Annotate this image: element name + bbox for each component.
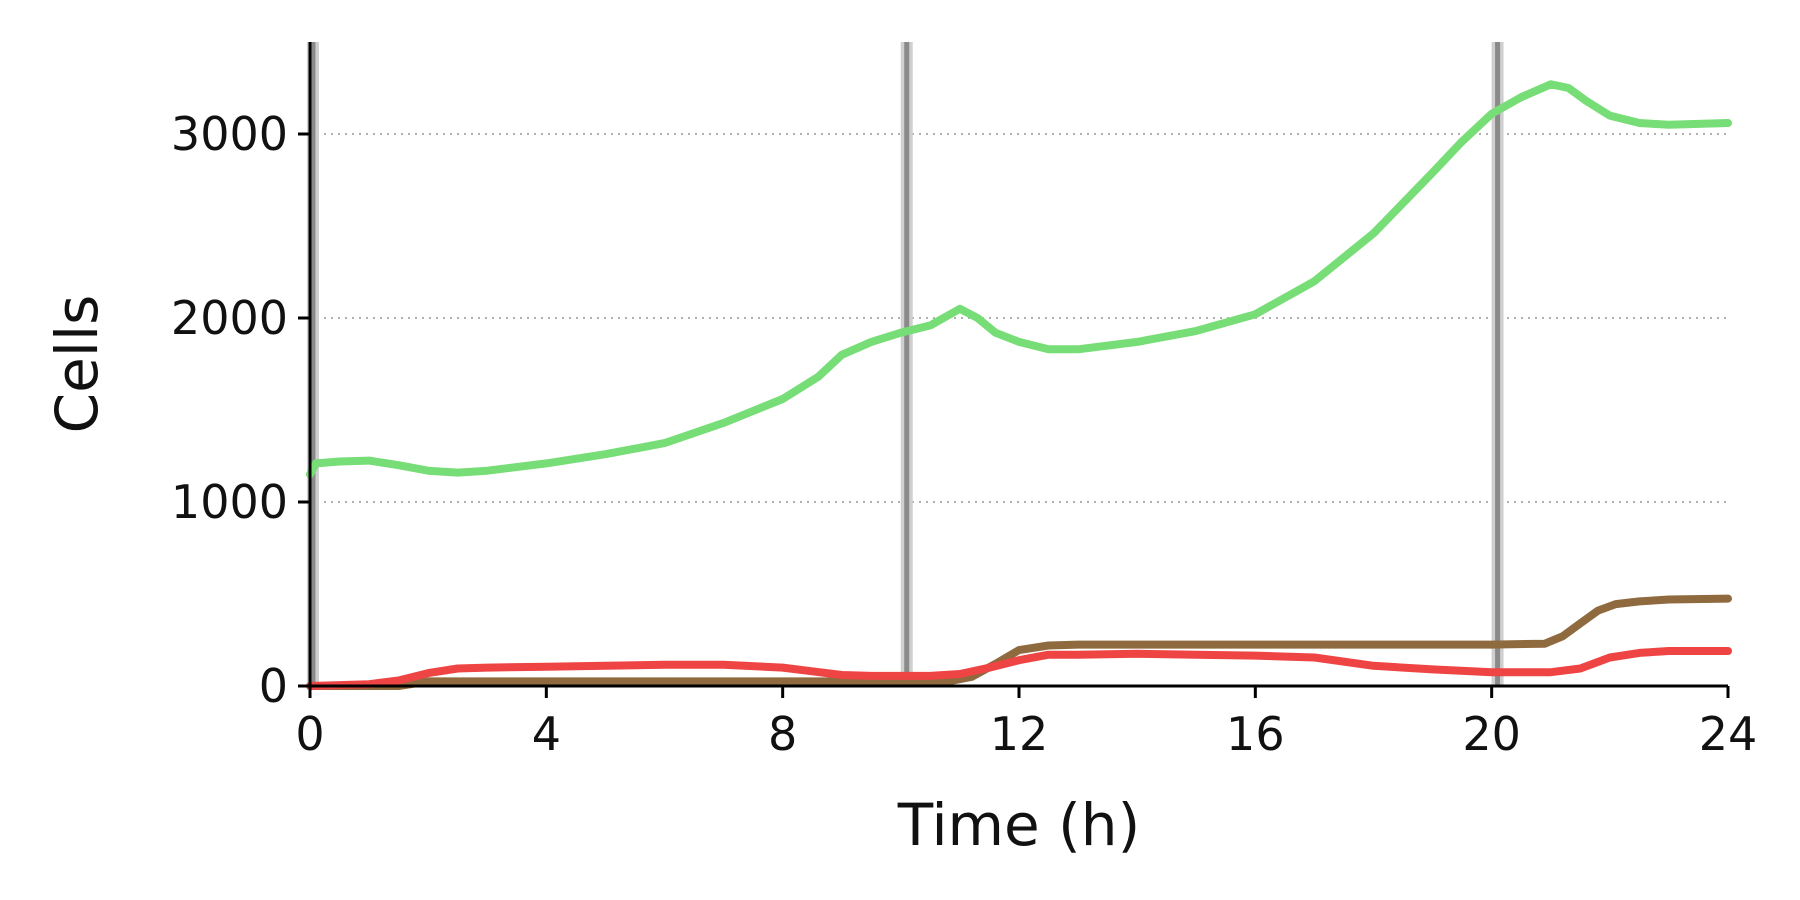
x-tick-label: 12	[990, 707, 1049, 761]
x-tick-label: 4	[532, 707, 561, 761]
series-line-1	[306, 80, 1732, 479]
y-tick-label: 2000	[171, 291, 288, 345]
x-axis-title: Time (h)	[897, 791, 1140, 859]
series-line-3	[306, 647, 1732, 690]
y-axis-title: Cells	[43, 295, 111, 434]
data-series	[306, 80, 1732, 690]
y-tick-label: 3000	[171, 107, 288, 161]
tick-marks-and-labels: 0 4 8 12 16 20 24 0 1000 2000 3000	[171, 107, 1757, 761]
grid-lines	[310, 133, 1728, 503]
y-tick-label: 1000	[171, 475, 288, 529]
axes	[308, 42, 1728, 688]
y-tick-label: 0	[259, 659, 288, 713]
x-tick-label: 20	[1462, 707, 1521, 761]
series-line-2	[306, 594, 1732, 690]
x-tick-label: 8	[768, 707, 797, 761]
x-tick-label: 24	[1699, 707, 1758, 761]
x-tick-label: 16	[1226, 707, 1285, 761]
event-markers	[306, 42, 1504, 686]
x-tick-label: 0	[295, 707, 324, 761]
